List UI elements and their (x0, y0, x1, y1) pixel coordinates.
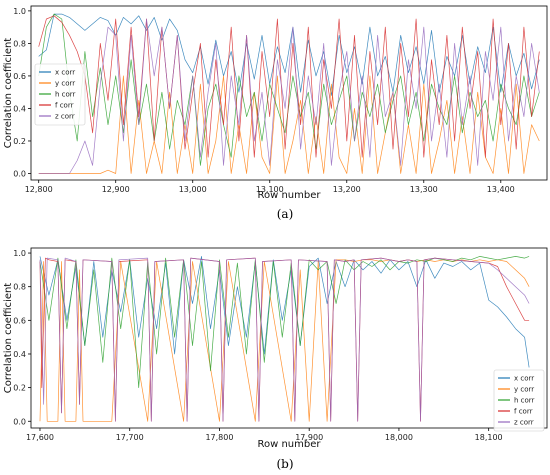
legend-box (34, 63, 86, 126)
panel-a-chart: 12,800 12,900 13,000 13,100 13,200 13,300 13,4… (3, 5, 548, 221)
series-line-z-corr (38, 18, 540, 174)
y-tick-label: 0.2 (13, 137, 26, 146)
x-tick-label: 12,900 (102, 185, 130, 194)
y-tick-label: 0.0 (13, 169, 26, 178)
x-tick-label: 17,900 (295, 433, 323, 442)
legend: x corr y corr h corr f corr z corr (493, 369, 545, 432)
y-tick-label: 0.8 (13, 39, 26, 48)
x-tick-label: 13,200 (333, 185, 361, 194)
x-axis-label: Row number (257, 190, 321, 201)
x-tick-label: 18,000 (385, 433, 413, 442)
legend-entry: h corr (514, 397, 535, 405)
x-tick-label: 13,000 (179, 185, 207, 194)
x-tick-label: 13,300 (410, 185, 438, 194)
y-tick-label: 0.4 (13, 350, 26, 359)
legend-entry: f corr (55, 102, 74, 110)
legend-entry: x corr (55, 69, 75, 77)
series-line-f-corr (38, 15, 540, 158)
y-axis-label: Correlation coefficient (3, 38, 14, 149)
x-tick-label: 12,800 (25, 185, 53, 194)
series-line-y-corr (39, 259, 530, 422)
x-tick-label: 17,700 (116, 433, 144, 442)
series-line-z-corr (39, 257, 530, 422)
y-axis-label: Correlation coefficient (3, 283, 14, 394)
y-tick-label: 0.4 (13, 104, 26, 113)
series-line-y-corr (38, 75, 540, 174)
y-tick-label: 0.6 (13, 72, 26, 81)
legend-entry: y corr (514, 386, 534, 394)
panel-label: (b) (276, 457, 293, 471)
panel-label: (a) (277, 207, 294, 221)
x-tick-label: 13,400 (487, 185, 515, 194)
x-tick-label: 13,100 (256, 185, 284, 194)
x-tick-label: 17,800 (205, 433, 233, 442)
y-tick-label: 0.2 (13, 384, 26, 393)
legend-entry: x corr (514, 375, 534, 383)
plot-frame (30, 5, 548, 181)
panel-b-chart: 17,600 17,700 17,800 17,900 18,000 18,100 0.0 0… (3, 247, 548, 471)
x-tick-label: 18,100 (475, 433, 503, 442)
legend-entry: z corr (55, 113, 75, 121)
y-tick-label: 0.0 (13, 417, 26, 426)
legend-entry: y corr (55, 80, 75, 88)
y-tick-label: 0.6 (13, 316, 26, 325)
series-line-x-corr (38, 13, 540, 96)
series-line-x-corr (39, 256, 530, 368)
legend-entry: f corr (514, 408, 533, 416)
legend-entry: h corr (55, 91, 76, 99)
x-axis-label: Row number (257, 439, 321, 450)
y-tick-label: 0.8 (13, 283, 26, 292)
y-tick-label: 1.0 (13, 7, 26, 16)
legend-entry: z corr (514, 419, 534, 427)
y-tick-label: 1.0 (13, 249, 26, 258)
plot-frame (30, 247, 548, 429)
series-line-h-corr (39, 256, 530, 388)
legend: x corr y corr h corr f corr z corr (34, 63, 86, 126)
x-tick-label: 17,600 (26, 433, 54, 442)
legend-box (493, 369, 545, 432)
